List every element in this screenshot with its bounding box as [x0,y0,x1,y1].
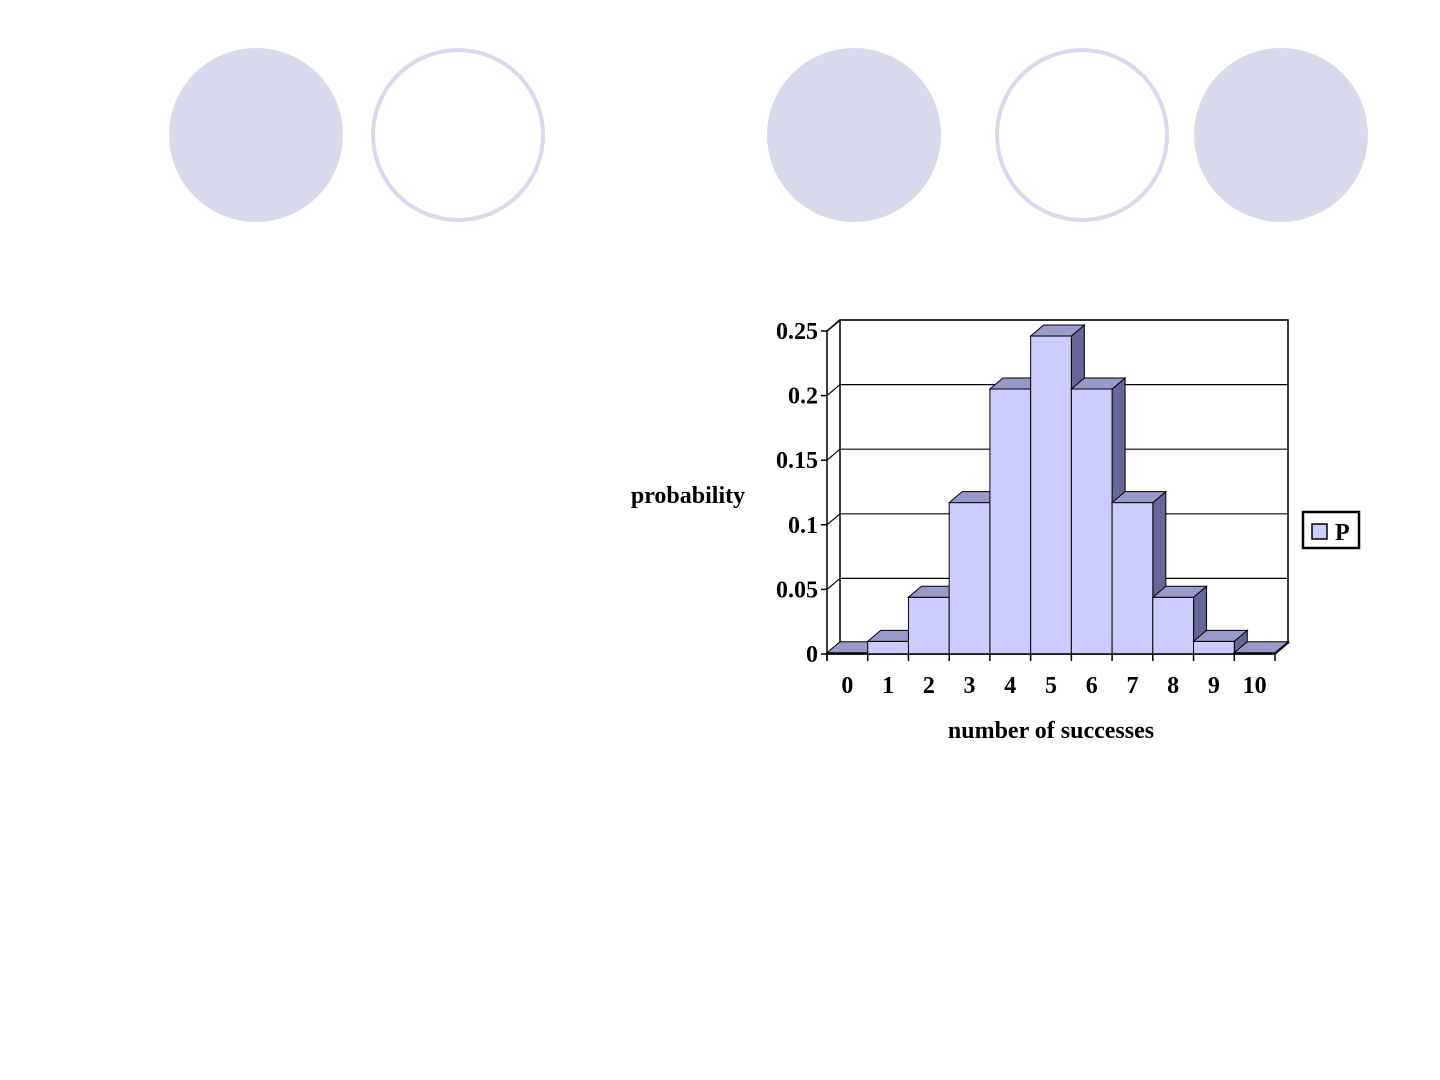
bar-top [1232,641,1290,654]
x-tick-label: 2 [923,673,935,699]
y-axis-title: probability [631,483,745,509]
bar-top [1069,377,1127,390]
x-tick-label: 5 [1045,673,1057,699]
gridline-diagonal [826,577,841,590]
chart-bars [825,323,1290,656]
decorative-circle-filled [1194,48,1368,222]
bar-top [1151,585,1208,598]
y-tick-label: 0.15 [776,448,818,474]
legend: P [1301,510,1361,550]
bar [989,388,1032,655]
x-tick-label: 3 [964,673,976,699]
decorative-circle-outline [371,48,545,222]
gridline-diagonal [826,384,841,397]
legend-label: P [1335,520,1350,546]
bar-top [1029,324,1086,337]
x-tick-label: 6 [1086,673,1098,699]
bar [1030,335,1072,655]
decorative-circle-filled [169,48,343,222]
bar-top [1192,629,1249,642]
y-tick-label: 0.25 [776,319,818,345]
x-tick-label: 10 [1243,673,1267,699]
x-tick-label: 8 [1167,673,1179,699]
y-tick-label: 0.2 [788,384,818,410]
legend-swatch [1311,523,1328,540]
decorative-circle-outline [995,48,1169,222]
bar [1111,502,1154,655]
chart-axes: 0 0.05 0.1 0.15 0.2 0.25 0 1 2 3 4 5 6 7 8 9 10 [776,319,1276,699]
bar [1193,640,1235,655]
bar [948,502,991,655]
y-tick-label: 0.1 [788,513,818,539]
gridline-diagonal [826,319,841,332]
y-tick-label: 0.05 [776,577,818,603]
gridline-diagonal [826,513,841,526]
x-tick-label: 0 [841,673,853,699]
decorative-circle-filled [767,48,941,222]
x-tick-label: 9 [1208,673,1220,699]
bar [1070,388,1113,655]
x-tick-label: 4 [1004,673,1016,699]
x-tick-label: 7 [1126,673,1138,699]
bar [1152,596,1195,655]
y-tick-label: 0 [806,642,818,668]
bar-top [1110,491,1168,504]
x-tick-label: 1 [882,673,894,699]
bar [907,596,950,655]
x-axis-title: number of successes [948,718,1154,744]
gridline-diagonal [826,448,841,461]
bar [867,640,909,655]
